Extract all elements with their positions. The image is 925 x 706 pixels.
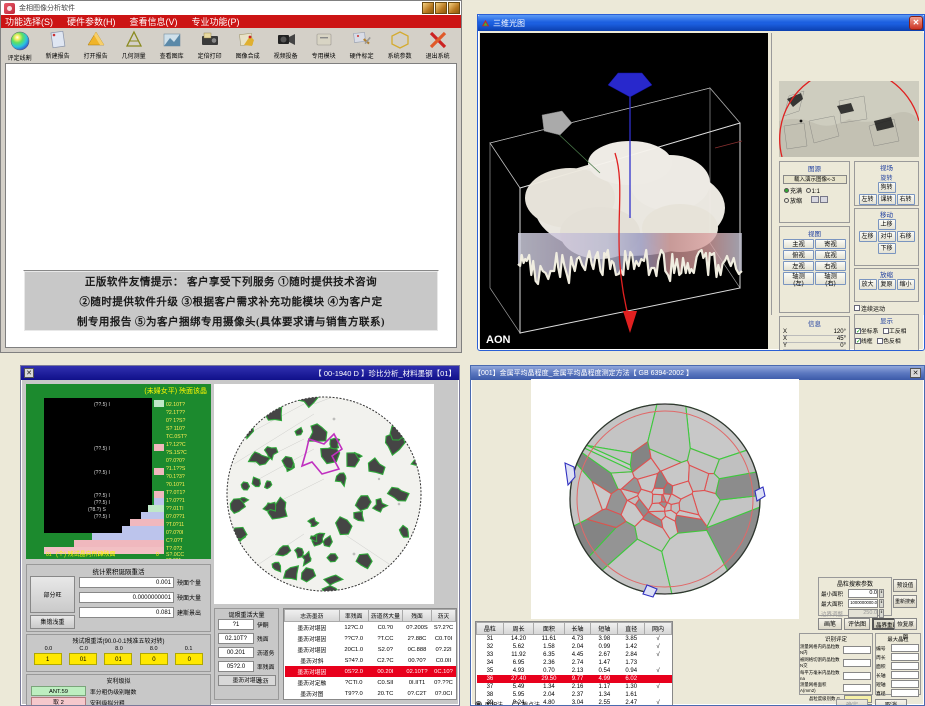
svg-text:(??.5) I: (??.5) I (94, 446, 110, 452)
svg-text:(??.5) I: (??.5) I (94, 493, 110, 499)
svg-text:0?.0?0?: 0?.0?0? (166, 458, 185, 464)
svg-text:(个) 残试晶向所辟殃面: (个) 残试晶向所辟殃面 (56, 550, 116, 558)
svg-text:S? 110?: S? 110? (166, 426, 185, 432)
svg-text:AON: AON (486, 334, 511, 346)
svg-text:01: 01 (46, 552, 52, 558)
svg-text:?S.1S?C: ?S.1S?C (166, 450, 187, 456)
svg-text:TC.0ST?: TC.0ST? (166, 434, 187, 440)
svg-text:(??.5) I: (??.5) I (94, 470, 110, 476)
svg-text:0?.001: 0?.001 (166, 558, 182, 559)
svg-text:?T.0?11: ?T.0?11 (166, 522, 184, 528)
svg-text:T?.0T1?: T?.0T1? (166, 490, 185, 496)
svg-text:(?8.?) S: (?8.?) S (88, 507, 106, 513)
svg-text:C?.0?T: C?.0?T (166, 538, 184, 544)
svg-text:0? 1?S?: 0? 1?S? (166, 418, 185, 424)
svg-text:(??.5) I: (??.5) I (94, 514, 110, 520)
svg-text:?1.1??S: ?1.1??S (166, 466, 186, 472)
svg-text:0: 0 (156, 552, 159, 558)
svg-text:1?.12?C: 1?.12?C (166, 442, 186, 448)
svg-text:0?.0??1: 0?.0??1 (166, 514, 185, 520)
svg-text:1?.0??1: 1?.0??1 (166, 498, 185, 504)
svg-text:?0.10?1: ?0.10?1 (166, 482, 185, 488)
svg-text:?2.1T??: ?2.1T?? (166, 410, 185, 416)
svg-text:?0.1?3?: ?0.1?3? (166, 474, 185, 480)
svg-text:(??.5) I: (??.5) I (94, 402, 110, 408)
svg-text:(??.5) I: (??.5) I (94, 500, 110, 506)
svg-text:02.10T?: 02.10T? (166, 402, 185, 408)
svg-text:??.01TI: ??.01TI (166, 506, 184, 512)
svg-text:0?.0?0I: 0?.0?0I (166, 530, 183, 536)
